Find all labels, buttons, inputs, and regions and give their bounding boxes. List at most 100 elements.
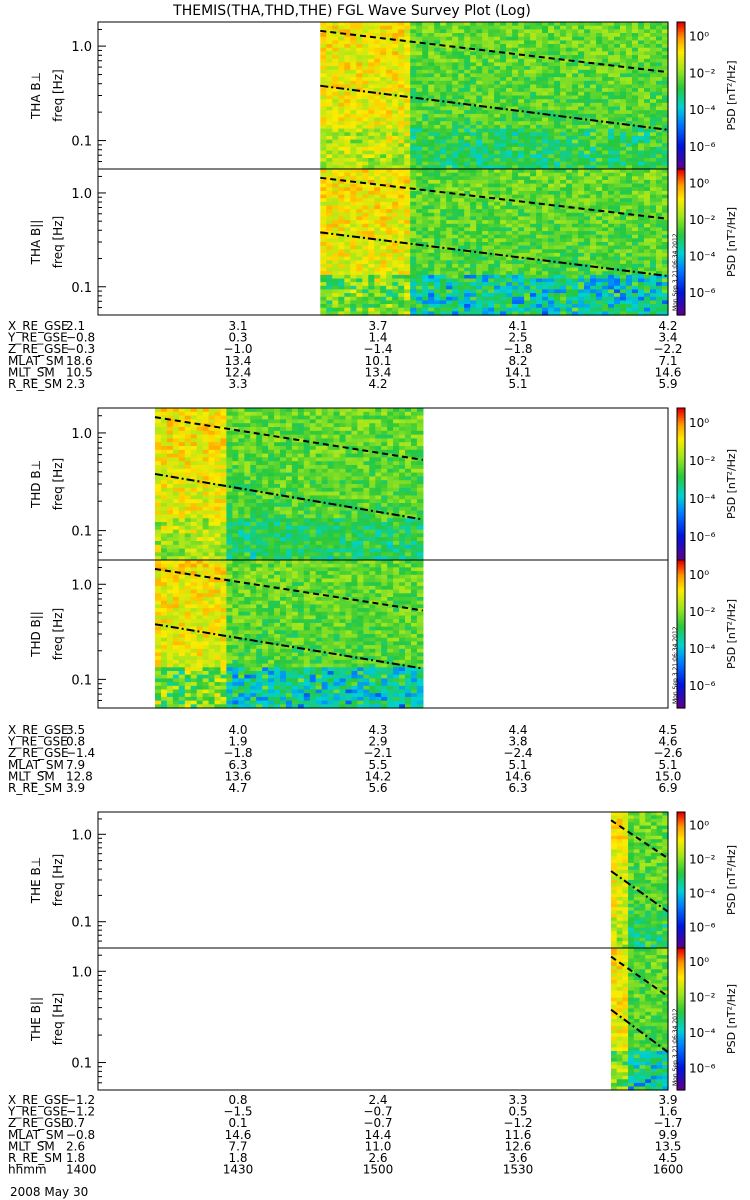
heatmap-cell [512, 223, 519, 229]
heatmap-cell [548, 132, 555, 137]
heatmap-cell [458, 183, 465, 188]
heatmap-cell [584, 296, 591, 302]
heatmap-cell [512, 158, 519, 163]
heatmap-cell [554, 110, 561, 115]
heatmap-cell [422, 205, 429, 210]
heatmap-cell [464, 285, 471, 291]
heatmap-cell [560, 88, 567, 93]
heatmap-cell [590, 201, 597, 207]
heatmap-cell [398, 311, 405, 316]
heatmap-cell [320, 80, 327, 86]
heatmap-cell [584, 51, 591, 56]
heatmap-cell [590, 304, 597, 309]
heatmap-cell [398, 231, 405, 236]
heatmap-cell [590, 121, 597, 126]
heatmap-cell [404, 128, 411, 133]
heatmap-cell [476, 245, 483, 250]
heatmap-cell [620, 296, 627, 302]
heatmap-cell [482, 201, 489, 207]
heatmap-cell [512, 267, 519, 272]
heatmap-cell [404, 102, 411, 108]
heatmap-cell [166, 465, 174, 470]
colorbar-swatch [677, 29, 685, 33]
heatmap-cell [332, 165, 339, 170]
heatmap-cell [614, 271, 621, 276]
heatmap-cell [500, 154, 507, 159]
heatmap-cell [518, 165, 525, 170]
heatmap-cell [530, 66, 537, 71]
heatmap-cell [320, 40, 327, 45]
heatmap-cell [428, 256, 435, 261]
heatmap-cell [572, 289, 579, 294]
heatmap-cell [506, 139, 513, 144]
heatmap-cell [332, 252, 339, 258]
heatmap-cell [428, 179, 435, 185]
heatmap-cell [380, 106, 387, 111]
heatmap-cell [476, 77, 483, 82]
heatmap-cell [596, 25, 603, 30]
heatmap-cell [362, 285, 369, 291]
heatmap-cell [530, 183, 537, 188]
heatmap-cell [518, 289, 525, 294]
heatmap-cell [506, 293, 513, 298]
heatmap-cell [350, 55, 357, 60]
heatmap-cell [398, 209, 405, 214]
heatmap-cell [518, 121, 525, 126]
colorbar-swatch [677, 256, 685, 260]
heatmap-cell [368, 201, 375, 207]
heatmap-cell [620, 194, 627, 199]
heatmap-cell [638, 227, 645, 232]
heatmap-cell [350, 124, 357, 130]
heatmap-cell [542, 252, 549, 258]
heatmap-cell [320, 55, 327, 60]
colorbar-swatch [677, 137, 685, 141]
heatmap-cell [632, 296, 639, 302]
heatmap-cell [584, 212, 591, 218]
heatmap-cell [548, 25, 555, 30]
heatmap-cell [572, 238, 579, 243]
heatmap-cell [566, 212, 573, 218]
heatmap-cell [422, 113, 429, 119]
heatmap-cell [530, 311, 537, 316]
heatmap-cell [428, 252, 435, 258]
heatmap-cell [386, 209, 393, 214]
heatmap-cell [398, 25, 405, 30]
heatmap-cell [584, 220, 591, 225]
heatmap-cell [440, 274, 447, 280]
heatmap-cell [452, 242, 459, 247]
heatmap-cell [374, 58, 381, 64]
colorbar-swatch [677, 34, 685, 38]
heatmap-cell [482, 25, 489, 30]
heatmap-cell [530, 88, 537, 93]
heatmap-cell [374, 40, 381, 45]
heatmap-cell [500, 238, 507, 243]
heatmap-cell [512, 102, 519, 108]
heatmap-cell [410, 238, 417, 243]
heatmap-cell [506, 216, 513, 221]
heatmap-cell [572, 139, 579, 144]
heatmap-cell [476, 22, 483, 27]
heatmap-cell [572, 29, 579, 34]
heatmap-cell [572, 176, 579, 181]
heatmap-cell [542, 300, 549, 305]
heatmap-cell [476, 300, 483, 305]
colorbar-swatch [677, 188, 685, 192]
heatmap-cell [470, 176, 477, 181]
heatmap-cell [416, 249, 423, 254]
heatmap-cell [494, 91, 501, 97]
heatmap-cell [422, 231, 429, 236]
heatmap-cell [620, 311, 627, 316]
heatmap-cell [584, 121, 591, 126]
heatmap-cell [566, 245, 573, 250]
heatmap-cell [662, 223, 669, 229]
heatmap-cell [458, 84, 465, 89]
heatmap-cell [422, 66, 429, 71]
heatmap-cell [542, 95, 549, 100]
heatmap-cell [338, 293, 345, 298]
colorbar-swatch [677, 71, 685, 75]
heatmap-cell [560, 102, 567, 108]
heatmap-cell [464, 36, 471, 41]
heatmap-cell [434, 212, 441, 218]
heatmap-cell [452, 194, 459, 199]
heatmap-cell [608, 40, 615, 45]
